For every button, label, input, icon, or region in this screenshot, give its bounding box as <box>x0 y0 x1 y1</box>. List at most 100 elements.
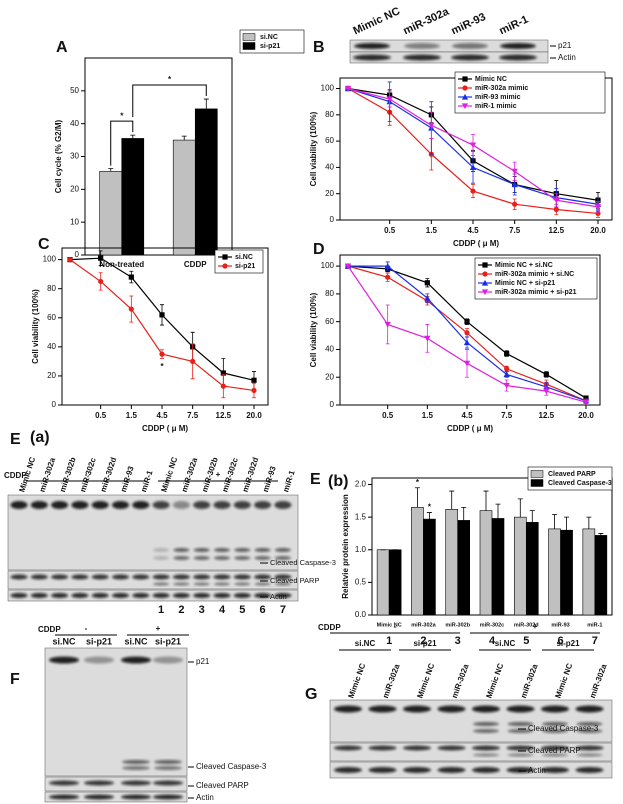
x-tick-label: 1.5 <box>126 411 138 420</box>
x-tick-label: 7.5 <box>187 411 199 420</box>
marker <box>594 204 602 210</box>
y-tick-label: 100 <box>321 84 335 93</box>
lane-label: Mimic NC <box>415 662 436 700</box>
blot-band <box>403 745 431 751</box>
x-tick-label: miR-302a <box>411 622 436 628</box>
marker <box>463 360 471 367</box>
blot-band <box>233 574 251 580</box>
lane-label: si.NC <box>52 636 76 646</box>
bar <box>172 139 196 256</box>
error-bar <box>426 512 432 520</box>
y-tick-label: 60 <box>325 317 334 326</box>
blot-band <box>542 729 568 733</box>
blot-band <box>214 548 230 552</box>
x-axis-label: CDDP ( μ M) <box>447 424 493 433</box>
marker <box>128 306 134 312</box>
blot-band <box>10 574 28 580</box>
x-tick-label: CDDP <box>184 260 207 269</box>
x-tick-number: 5 <box>523 635 529 647</box>
y-tick-label: 0 <box>330 400 335 409</box>
blot-band <box>575 745 604 751</box>
blot-band <box>541 767 569 773</box>
marker <box>67 257 73 263</box>
blot-band <box>112 593 129 598</box>
subgroup-label: si.NC <box>355 639 376 648</box>
blot-band <box>121 780 151 786</box>
blot-band <box>368 767 397 773</box>
blot-band <box>353 54 391 61</box>
blot-strip <box>329 761 613 779</box>
lane-label: miR-302a <box>381 662 402 699</box>
marker <box>503 382 510 389</box>
x-tick-label: 12.5 <box>539 411 555 420</box>
blot-band <box>51 574 69 580</box>
bar <box>525 522 539 616</box>
x-tick-label: 0.5 <box>382 411 394 420</box>
x-tick-label: 20.0 <box>578 411 594 420</box>
blot-band <box>506 767 535 773</box>
panel-sublabel: (b) <box>328 473 348 490</box>
lane-label: miR-1 <box>139 469 155 493</box>
legend-label: si.NC <box>235 254 253 261</box>
blot-band <box>122 760 150 764</box>
marker <box>463 339 471 346</box>
lane-label: miR-93 <box>449 11 487 37</box>
blot-band <box>507 722 534 726</box>
blot-band <box>213 574 231 580</box>
marker <box>543 388 550 395</box>
blot-band <box>152 574 170 580</box>
blot-band <box>354 43 390 49</box>
x-tick-label: 4.5 <box>467 226 479 235</box>
lane-label: miR-302a <box>401 5 451 37</box>
y-tick-label: 0.5 <box>355 577 367 586</box>
legend-label: miR-302a mimic <box>475 85 528 92</box>
blot-band <box>193 574 211 580</box>
panel-sublabel: (a) <box>30 429 50 446</box>
x-tick-number: 2 <box>420 635 426 647</box>
panel-label: B <box>313 39 325 56</box>
blot-band <box>51 501 69 509</box>
significance-star: * <box>120 111 124 120</box>
blot-band <box>51 593 69 598</box>
blot-band <box>254 501 272 509</box>
error-bar <box>598 533 604 536</box>
bar <box>194 108 218 256</box>
lane-label: Mimic NC <box>159 456 179 494</box>
marker <box>424 335 431 342</box>
marker <box>344 263 352 270</box>
y-tick-label: 0 <box>75 250 80 259</box>
blot-band <box>506 705 535 713</box>
bar <box>445 509 459 616</box>
blot-band <box>193 593 211 598</box>
subgroup-label: si-p21 <box>556 639 580 648</box>
marker <box>128 274 134 280</box>
lane-label: miR-302a <box>588 662 609 699</box>
marker <box>190 358 196 364</box>
panel-label: F <box>10 671 20 688</box>
blot-band <box>254 582 271 586</box>
marker <box>461 93 469 100</box>
blot-band <box>403 54 441 61</box>
marker <box>384 321 391 328</box>
plot-frame <box>61 247 269 406</box>
marker <box>220 370 226 376</box>
y-tick-label: 80 <box>325 289 334 298</box>
lane-number: 2 <box>178 604 184 616</box>
x-tick-label: miR-93 <box>551 622 569 628</box>
blot-band <box>575 705 604 713</box>
blot-band <box>473 729 499 733</box>
significance-star: * <box>160 362 164 371</box>
row-label: Cleaved Caspase-3 <box>196 762 267 771</box>
blot-band <box>173 556 190 560</box>
x-tick-label: 7.5 <box>509 226 521 235</box>
x-tick-label: 1.5 <box>426 226 438 235</box>
marker <box>222 254 228 260</box>
legend-label: si-p21 <box>235 263 255 270</box>
marker <box>461 103 469 110</box>
x-tick-label: 20.0 <box>590 226 606 235</box>
blot-band <box>473 753 499 757</box>
y-axis-label: Relatvie protein expression <box>341 494 350 599</box>
lane-label: Mimic NC <box>351 5 402 37</box>
bar <box>594 535 608 616</box>
blot-band <box>30 501 48 509</box>
